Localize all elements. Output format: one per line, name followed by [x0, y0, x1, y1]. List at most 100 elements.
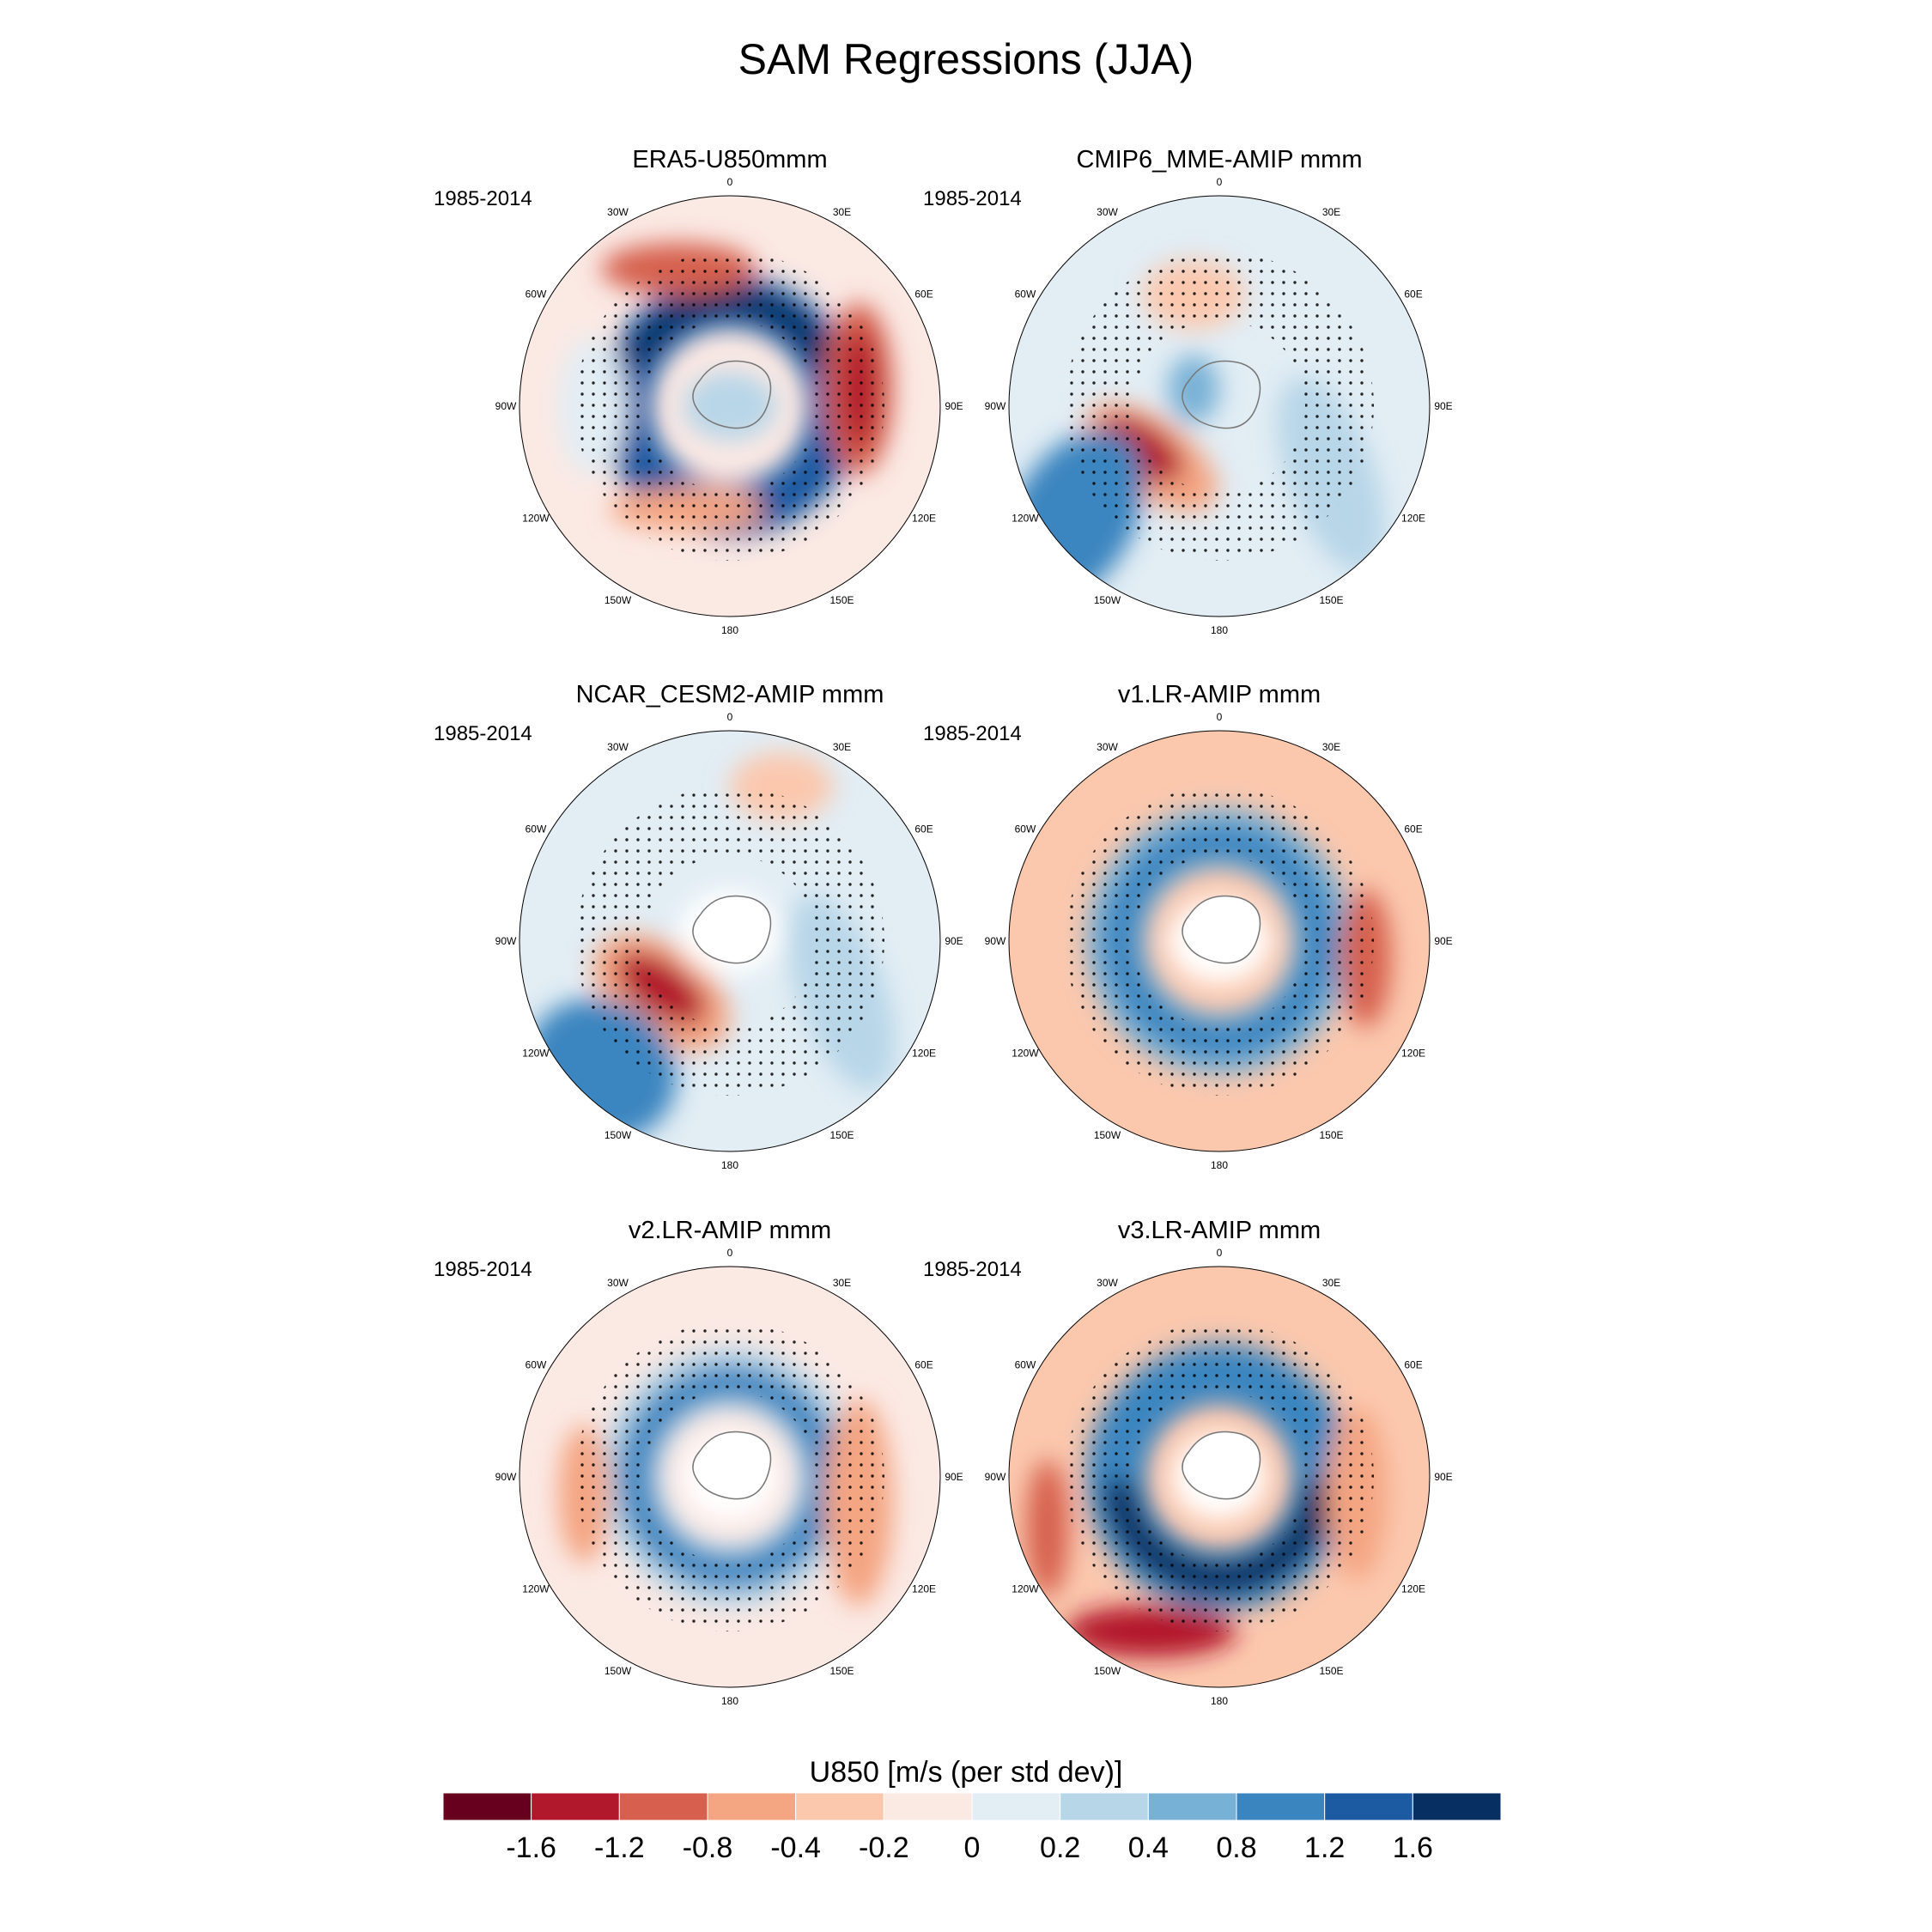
- colorbar-swatch: [795, 1793, 884, 1821]
- antarctica-coastline: [692, 360, 772, 429]
- longitude-label: 120E: [912, 1583, 936, 1595]
- longitude-label: 120E: [912, 1048, 936, 1060]
- colorbar-swatch: [883, 1793, 973, 1821]
- colorbar-tick-label: 0.8: [1216, 1832, 1256, 1864]
- panel-title: NCAR_CESM2-AMIP mmm: [575, 681, 884, 708]
- longitude-label: 30W: [607, 206, 629, 218]
- significance-stipple: [1065, 1322, 1374, 1631]
- significance-stipple: [1065, 252, 1374, 561]
- field-shading: [519, 731, 940, 1151]
- antarctica-coastline: [1182, 895, 1261, 964]
- longitude-label: 90W: [985, 400, 1006, 412]
- significance-stipple: [575, 787, 884, 1096]
- longitude-label: 60E: [1404, 289, 1422, 301]
- polar-map: 0 30E 60E 90E 120E 150E 180 150W 120W 90W 60W 30W: [985, 711, 1453, 1171]
- panel-title: v3.LR-AMIP mmm: [1117, 1217, 1321, 1244]
- colorbar-tick-label: 1.2: [1304, 1832, 1345, 1864]
- longitude-label: 30W: [1097, 1277, 1118, 1289]
- longitude-label: 150W: [605, 594, 632, 606]
- longitude-label: 0: [1217, 1247, 1223, 1259]
- map-border: [519, 1266, 941, 1688]
- longitude-label: 180: [721, 624, 738, 636]
- panel-title: ERA5-U850mmm: [632, 146, 828, 173]
- longitude-label: 150W: [1094, 1665, 1121, 1677]
- colorbar-swatch: [618, 1793, 708, 1821]
- longitude-label: 120W: [1012, 513, 1039, 525]
- longitude-label: 90E: [1434, 400, 1452, 412]
- longitude-label: 90E: [1434, 935, 1452, 947]
- colorbar-swatch: [442, 1793, 532, 1821]
- colorbar-tick-label: -0.8: [683, 1832, 733, 1864]
- colorbar-tick-label: -1.2: [594, 1832, 645, 1864]
- colorbar-tick-label: 0.4: [1128, 1832, 1169, 1864]
- longitude-label: 90E: [945, 1471, 963, 1483]
- field-shading: [1009, 731, 1430, 1151]
- longitude-label: 0: [1217, 711, 1223, 723]
- longitude-label: 60W: [1015, 1359, 1036, 1371]
- colorbar-tick-label: -0.2: [859, 1832, 909, 1864]
- longitude-label: 150E: [1319, 594, 1343, 606]
- colorbar-swatch: [971, 1793, 1061, 1821]
- colorbar-tick-label: 0: [964, 1832, 981, 1864]
- polar-map: 0 30E 60E 90E 120E 150E 180 150W 120W 90W 60W 30W: [985, 1247, 1453, 1707]
- antarctica-coastline: [1182, 1431, 1261, 1500]
- map-border: [1008, 730, 1431, 1152]
- longitude-label: 0: [727, 1247, 733, 1259]
- colorbar-swatch: [531, 1793, 620, 1821]
- longitude-label: 120W: [522, 1048, 550, 1060]
- longitude-label: 150E: [829, 1665, 854, 1677]
- panel-title: v1.LR-AMIP mmm: [1117, 681, 1321, 708]
- polar-map: 0 30E 60E 90E 120E 150E 180 150W 120W 90W 60W 30W: [495, 711, 963, 1171]
- longitude-label: 30W: [1097, 206, 1118, 218]
- panel-title: v2.LR-AMIP mmm: [628, 1217, 832, 1244]
- longitude-label: 180: [1211, 1695, 1228, 1707]
- panel-period: 1985-2014: [434, 722, 532, 745]
- longitude-label: 60W: [526, 823, 547, 835]
- longitude-label: 120W: [522, 513, 550, 525]
- longitude-label: 60E: [1404, 823, 1422, 835]
- longitude-label: 0: [727, 176, 733, 188]
- colorbar-swatch: [707, 1793, 797, 1821]
- longitude-label: 120E: [1401, 1583, 1425, 1595]
- map-panel-v1-lr: v1.LR-AMIP mmm 1985-2014 0 30E 60E 90E 120E 1…: [902, 681, 1537, 1213]
- longitude-label: 120E: [912, 513, 936, 525]
- longitude-label: 90W: [985, 1471, 1006, 1483]
- longitude-label: 150W: [1094, 594, 1121, 606]
- longitude-label: 180: [1211, 624, 1228, 636]
- panel-period: 1985-2014: [434, 1258, 532, 1281]
- longitude-label: 150E: [829, 1129, 854, 1141]
- map-panel-cmip6-mme: CMIP6_MME-AMIP mmm 1985-2014 0 30E 60E 90E 1…: [902, 146, 1537, 678]
- longitude-label: 90W: [495, 1471, 517, 1483]
- longitude-label: 30W: [607, 1277, 629, 1289]
- figure-title: SAM Regressions (JJA): [738, 35, 1194, 83]
- field-shading: [1009, 1267, 1430, 1687]
- longitude-label: 90E: [945, 935, 963, 947]
- longitude-label: 180: [721, 1159, 738, 1171]
- colorbar-tick-label: -0.4: [770, 1832, 821, 1864]
- colorbar-tick-label: -1.6: [506, 1832, 556, 1864]
- map-panel-era5: ERA5-U850mmm 1985-2014 0 30E 60E 90E 120E 150…: [412, 146, 1048, 678]
- longitude-label: 60W: [526, 1359, 547, 1371]
- longitude-label: 30E: [833, 1277, 851, 1289]
- polar-map: 0 30E 60E 90E 120E 150E 180 150W 120W 90W 60W 30W: [495, 176, 963, 636]
- longitude-label: 120W: [1012, 1048, 1039, 1060]
- colorbar-swatch: [1060, 1793, 1149, 1821]
- antarctica-coastline: [1182, 360, 1261, 429]
- longitude-label: 90E: [945, 400, 963, 412]
- panel-period: 1985-2014: [923, 1258, 1022, 1281]
- colorbar-swatch: [1147, 1793, 1237, 1821]
- polar-map: 0 30E 60E 90E 120E 150E 180 150W 120W 90W 60W 30W: [495, 1247, 963, 1707]
- longitude-label: 60E: [914, 823, 933, 835]
- significance-stipple: [1065, 787, 1374, 1096]
- significance-stipple: [575, 252, 884, 561]
- longitude-label: 120W: [522, 1583, 550, 1595]
- longitude-label: 30E: [1322, 206, 1340, 218]
- colorbar-swatch: [1324, 1793, 1413, 1821]
- panel-period: 1985-2014: [923, 722, 1022, 745]
- longitude-label: 90W: [985, 935, 1006, 947]
- longitude-label: 60E: [914, 289, 933, 301]
- map-border: [1008, 1266, 1431, 1688]
- longitude-label: 120E: [1401, 513, 1425, 525]
- map-panel-v2-lr: v2.LR-AMIP mmm 1985-2014 0 30E 60E 90E 120E 1…: [412, 1217, 1048, 1749]
- map-border: [519, 730, 941, 1152]
